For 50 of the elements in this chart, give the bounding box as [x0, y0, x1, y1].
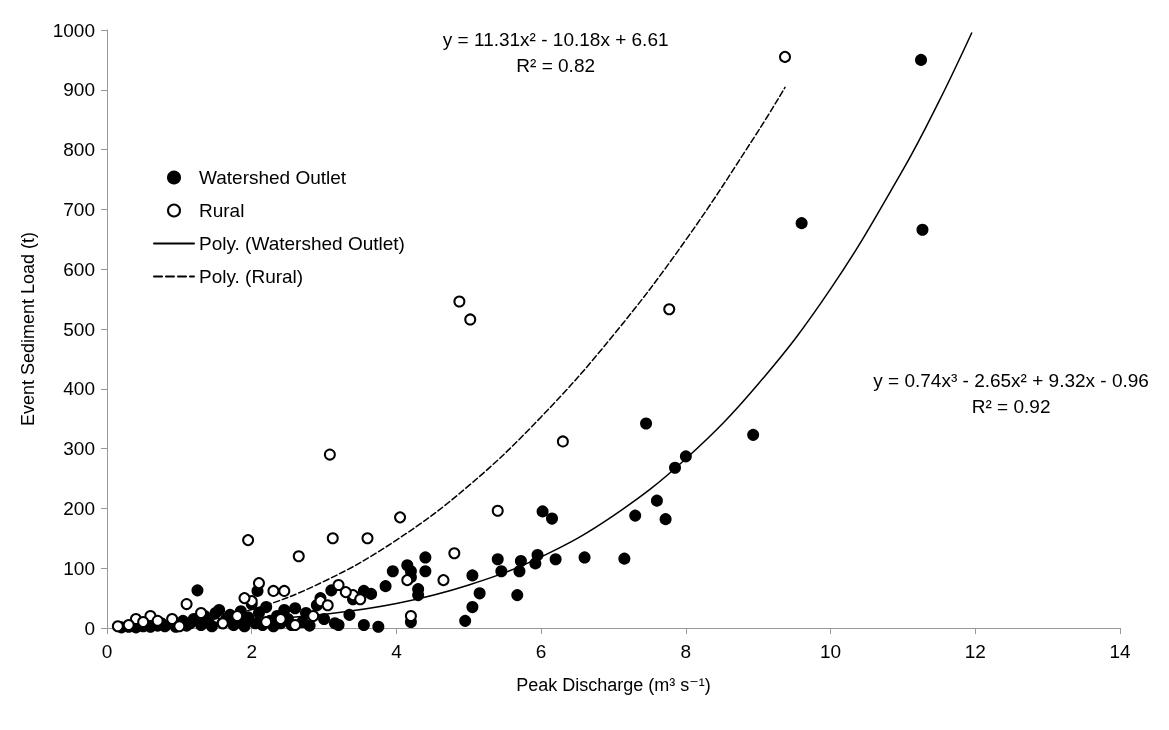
point [437, 574, 450, 587]
point [339, 586, 352, 599]
x-tick-label: 6 [535, 641, 547, 662]
y-tick-label: 200 [63, 497, 95, 519]
y-tick-label: 900 [63, 79, 95, 101]
x-tick-label: 10 [820, 641, 842, 662]
legend-label: Watershed Outlet [199, 167, 347, 188]
y-tick-label: 600 [63, 258, 95, 280]
annotation: y = 0.74x³ - 2.65x² + 9.32x - 0.96 R² = 0.92 [873, 370, 1149, 418]
point [321, 599, 334, 612]
x-tick-label: 4 [391, 641, 403, 662]
point [180, 598, 193, 611]
point [464, 313, 477, 326]
x-tick-label: 8 [680, 641, 692, 662]
legend-label: Poly. (Rural) [199, 266, 304, 287]
y-tick-label: 700 [63, 198, 95, 220]
y-tick-label: 0 [84, 617, 95, 639]
legend-label: Poly. (Watershed Outlet) [199, 233, 405, 254]
x-tick-label: 0 [101, 641, 113, 662]
point [779, 50, 791, 63]
point [453, 295, 466, 308]
y-tick-label: 100 [63, 557, 95, 579]
x-tick-label: 2 [246, 641, 257, 662]
point [292, 550, 305, 563]
y-axis-title: Event Sediment Load (t) [18, 231, 38, 427]
point [361, 532, 374, 545]
x-tick-label: 14 [1109, 641, 1131, 662]
y-tick-label: 500 [63, 318, 95, 340]
annotation: y = 11.31x² - 10.18x + 6.61 R² = 0.82 [442, 28, 669, 76]
point [663, 303, 676, 316]
y-tick-label: 1000 [52, 19, 95, 41]
point [238, 592, 251, 605]
point [491, 504, 504, 517]
point [354, 593, 367, 606]
point [394, 511, 407, 524]
x-axis-title: Peak Discharge (m³ s⁻¹) [516, 675, 711, 695]
y-tick-label: 800 [63, 139, 95, 161]
y-tick-label: 400 [63, 378, 95, 400]
point [556, 435, 569, 448]
point [278, 584, 291, 597]
point [242, 534, 255, 547]
y-tick-label: 300 [63, 438, 95, 460]
point [267, 584, 280, 597]
point [307, 610, 320, 623]
x-tick-label: 12 [964, 641, 986, 662]
point [323, 448, 336, 461]
point [326, 532, 339, 545]
point [448, 547, 461, 560]
point [332, 578, 345, 591]
legend-label: Rural [199, 200, 245, 221]
